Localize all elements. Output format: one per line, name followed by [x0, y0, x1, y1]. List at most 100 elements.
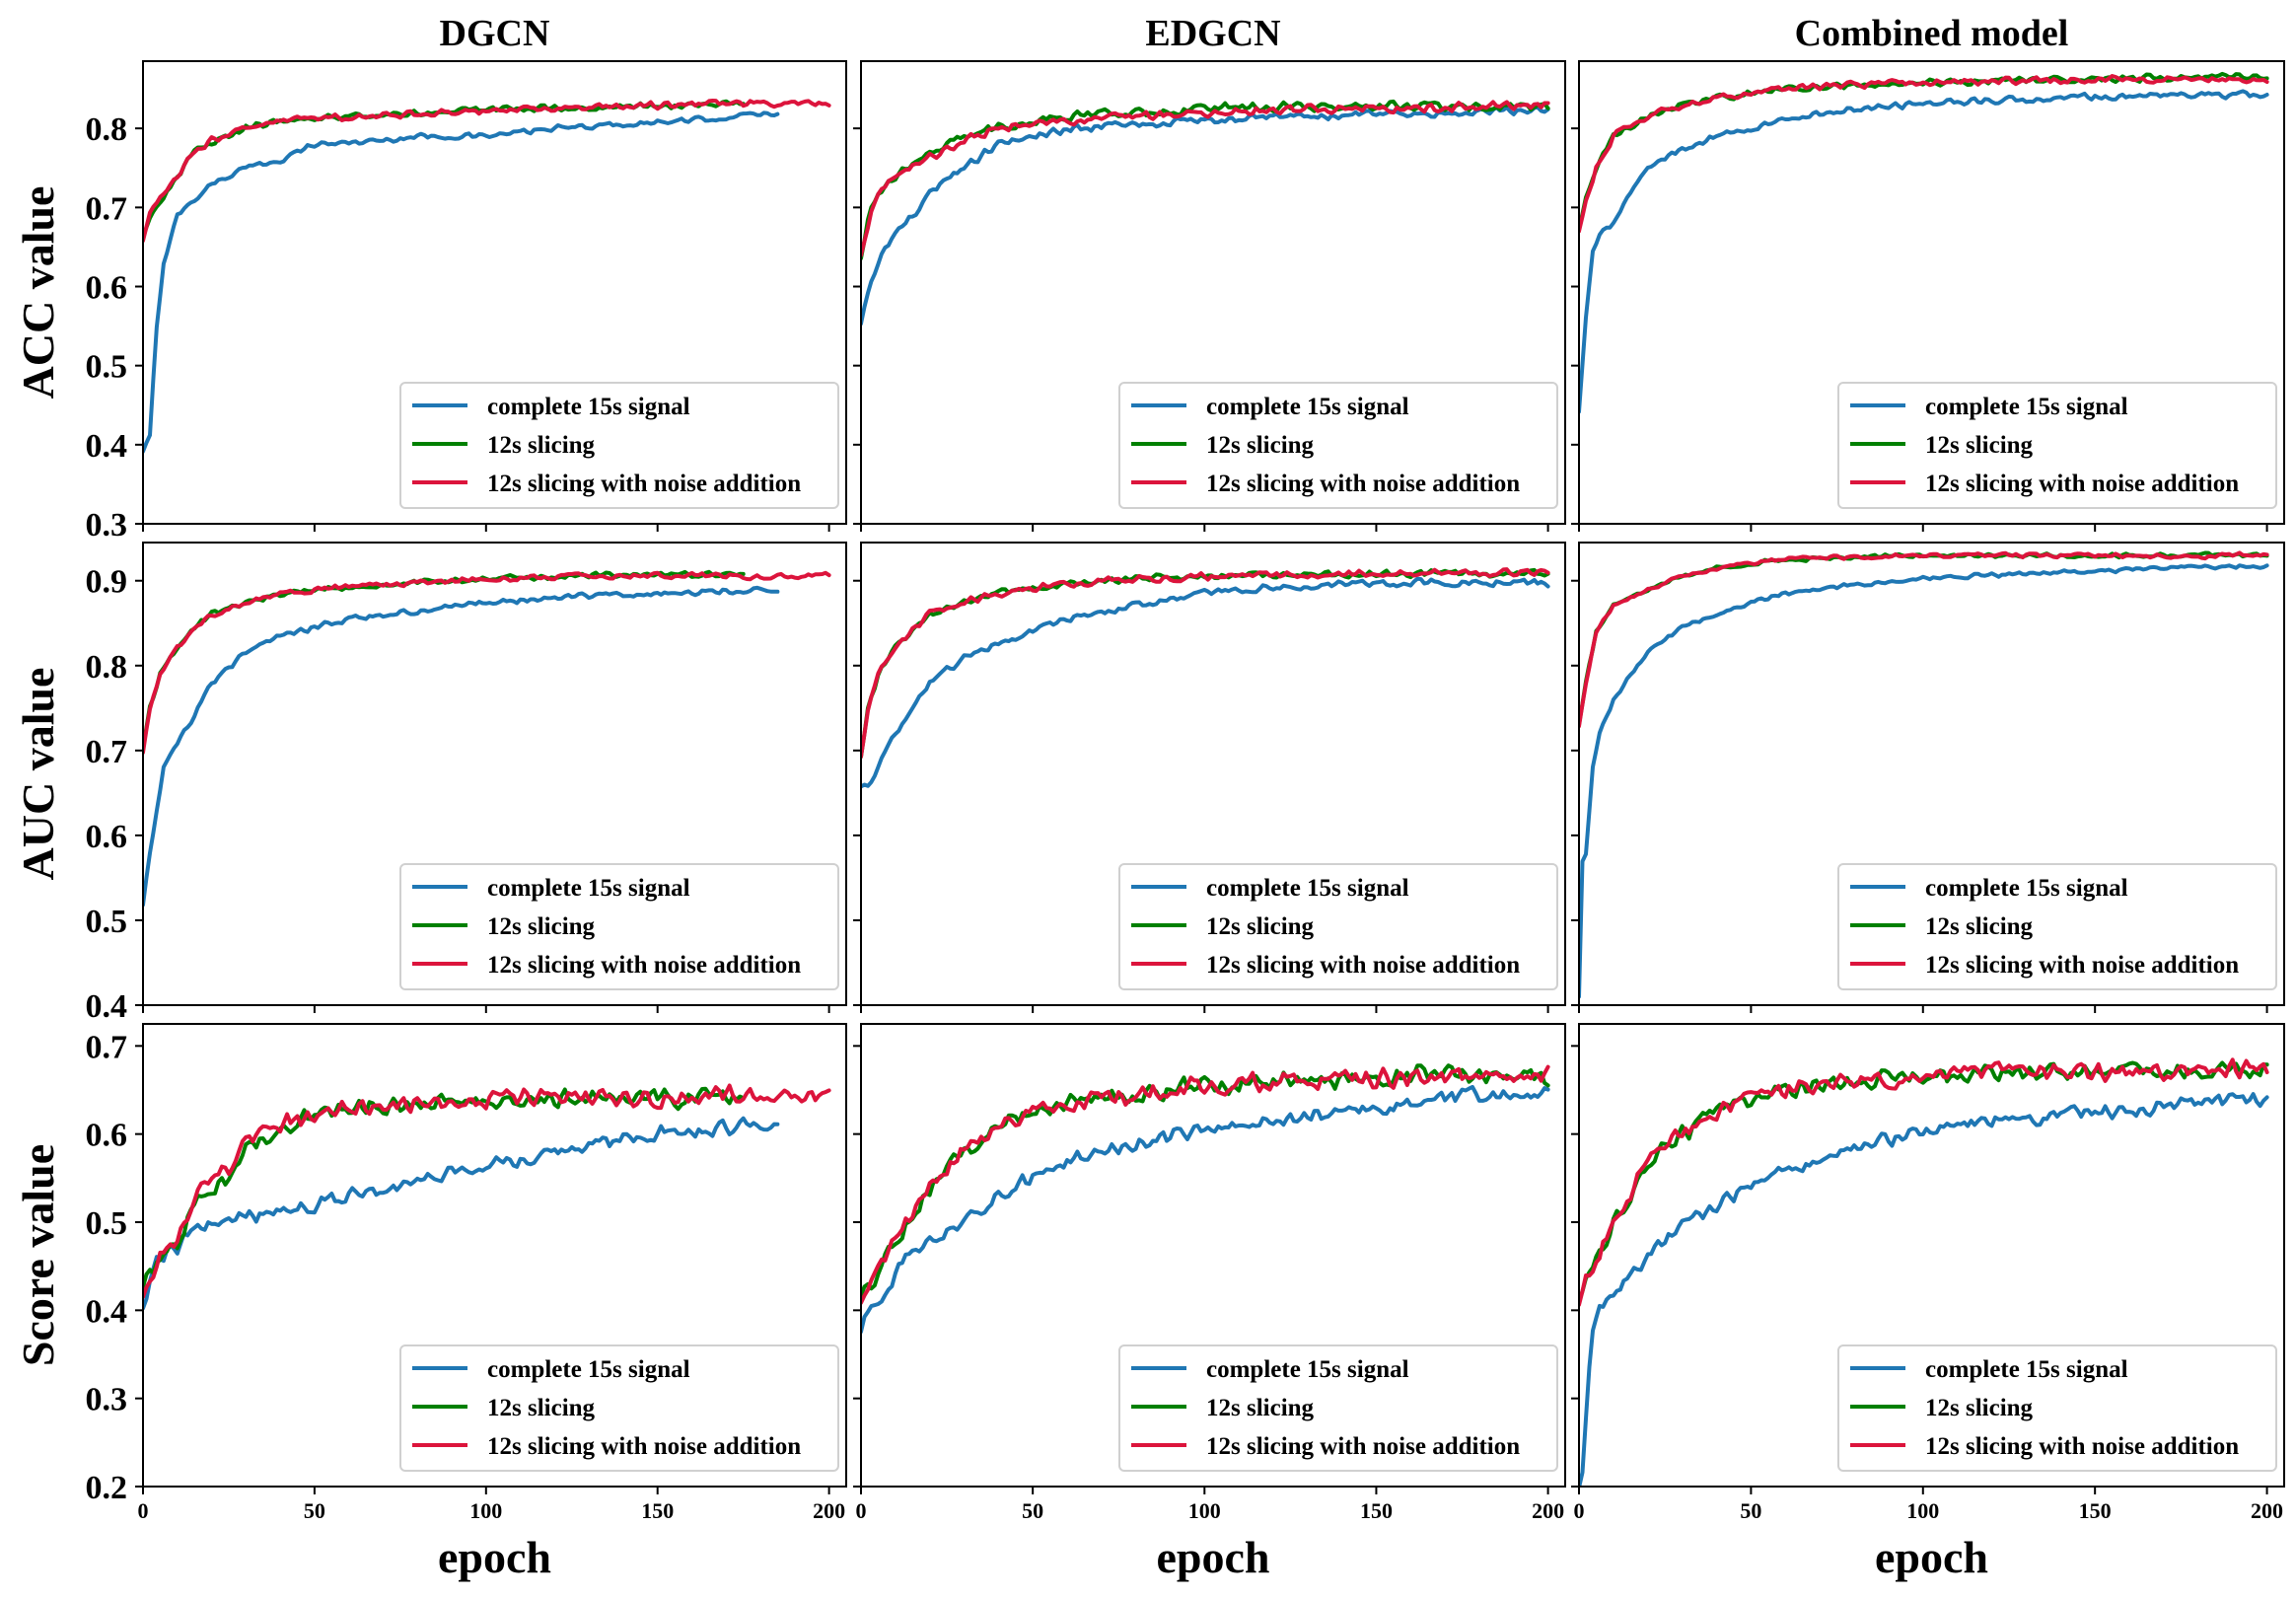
series-line-noise	[143, 99, 831, 243]
y-tick-label: 0.3	[86, 507, 128, 544]
y-tick-label: 0.7	[86, 1029, 128, 1065]
legend-label: complete 15s signal	[1206, 875, 1409, 902]
y-tick-label: 0.7	[86, 734, 128, 770]
panel-r0-c2: complete 15s signal 12s slicing 12s slicin…	[1571, 60, 2285, 532]
x-tick-label: 200	[813, 1498, 845, 1523]
legend: complete 15s signal 12s slicing 12s slicin…	[399, 382, 839, 509]
legend-label: complete 15s signal	[487, 875, 690, 902]
x-axis-label: epoch	[438, 1532, 551, 1582]
column-title-0: DGCN	[440, 13, 550, 54]
x-tick-label: 100	[1188, 1498, 1221, 1523]
series-line-slicing	[143, 569, 746, 752]
series-line-noise	[1579, 550, 2269, 729]
y-axis-label: AUC value	[13, 668, 63, 881]
panel-r2-c1: 0 50 100 150 200 complete 15s signal 12s slici…	[853, 1023, 1566, 1523]
y-tick-label: 0.3	[86, 1382, 128, 1418]
legend: complete 15s signal 12s slicing 12s slicin…	[1118, 382, 1558, 509]
plot-lines	[861, 567, 1550, 789]
x-tick-label: 150	[641, 1498, 674, 1523]
y-tick-label: 0.6	[86, 269, 128, 306]
legend: complete 15s signal 12s slicing 12s slicin…	[1118, 1344, 1558, 1472]
series-line-complete	[1579, 1092, 2269, 1487]
panel-r1-c2: complete 15s signal 12s slicing 12s slicin…	[1571, 542, 2285, 1013]
axes-frame	[142, 60, 847, 525]
y-tick-label: 0.4	[86, 1293, 128, 1330]
plot-lines	[1579, 550, 2269, 999]
legend-label: complete 15s signal	[1925, 1356, 2128, 1383]
plot-lines	[861, 1063, 1550, 1335]
y-tick-label: 0.4	[86, 988, 128, 1025]
legend-label: 12s slicing with noise addition	[1206, 952, 1520, 979]
plot-lines	[861, 99, 1550, 327]
legend-label: 12s slicing	[1925, 432, 2034, 459]
y-tick-label: 0.5	[86, 349, 128, 386]
legend-box	[399, 863, 839, 990]
series-line-slicing	[1579, 71, 2269, 232]
x-tick-label: 50	[304, 1498, 325, 1523]
legend: complete 15s signal 12s slicing 12s slicin…	[1837, 1344, 2277, 1472]
legend: complete 15s signal 12s slicing 12s slicin…	[1837, 382, 2277, 509]
y-tick-label: 0.2	[86, 1470, 128, 1506]
axes-frame	[142, 542, 847, 1006]
series-line-slicing	[861, 567, 1550, 760]
y-tick-label: 0.4	[86, 428, 128, 465]
panel-r0-c0: 0.3 0.4 0.5 0.6 0.7 0.8 complete 15s signal 12s…	[86, 60, 847, 544]
series-line-complete	[143, 585, 780, 908]
panel-r2-c2: 0 50 100 150 200 complete 15s signal 12s slici…	[1571, 1023, 2285, 1523]
x-tick-label: 150	[2079, 1498, 2112, 1523]
x-tick-label: 200	[2251, 1498, 2283, 1523]
plot-lines	[143, 99, 831, 454]
legend-box	[399, 382, 839, 509]
series-line-noise	[861, 100, 1550, 257]
series-line-noise	[143, 1083, 831, 1299]
axes-frame	[142, 1023, 847, 1488]
x-tick-label: 50	[1740, 1498, 1761, 1523]
y-tick-label: 0.5	[86, 1205, 128, 1242]
x-axis-label: epoch	[1157, 1532, 1270, 1582]
series-line-complete	[143, 1116, 780, 1311]
panel-r0-c1: complete 15s signal 12s slicing 12s slicin…	[853, 60, 1566, 532]
plot-lines	[1579, 1057, 2269, 1487]
x-axis-label: epoch	[1875, 1532, 1988, 1582]
series-line-complete	[861, 105, 1550, 327]
series-line-complete	[1579, 89, 2269, 414]
legend-label: complete 15s signal	[1925, 875, 2128, 902]
legend-label: complete 15s signal	[1925, 394, 2128, 420]
x-tick-label: 50	[1022, 1498, 1043, 1523]
axes-frame	[1578, 1023, 2285, 1488]
legend-box	[1118, 382, 1558, 509]
series-line-slicing	[861, 99, 1550, 260]
column-title-1: EDGCN	[1145, 13, 1280, 54]
legend-label: 12s slicing	[1206, 432, 1315, 459]
y-tick-label: 0.6	[86, 819, 128, 855]
legend-label: 12s slicing with noise addition	[487, 952, 801, 979]
legend-label: 12s slicing with noise addition	[487, 1433, 801, 1460]
legend-box	[1837, 863, 2277, 990]
y-tick-label: 0.9	[86, 564, 128, 601]
series-line-noise	[861, 567, 1550, 760]
axes-frame	[860, 60, 1566, 525]
legend-label: 12s slicing with noise addition	[1925, 471, 2239, 497]
legend-box	[1837, 1344, 2277, 1472]
legend-label: complete 15s signal	[1206, 1356, 1409, 1383]
legend-box	[1118, 863, 1558, 990]
legend-label: 12s slicing with noise addition	[1925, 952, 2239, 979]
legend-label: 12s slicing	[1206, 913, 1315, 940]
legend-label: 12s slicing	[487, 432, 596, 459]
y-axis-label: Score value	[13, 1144, 63, 1366]
legend-label: 12s slicing with noise addition	[1925, 1433, 2239, 1460]
panel-r1-c0: 0.4 0.5 0.6 0.7 0.8 0.9 complete 15s signal 12s…	[86, 542, 847, 1025]
legend-label: 12s slicing	[487, 913, 596, 940]
x-tick-label: 100	[469, 1498, 502, 1523]
legend-label: 12s slicing	[1925, 913, 2034, 940]
x-tick-label: 150	[1360, 1498, 1393, 1523]
series-line-complete	[861, 576, 1550, 789]
axes-frame	[860, 542, 1566, 1006]
legend-label: 12s slicing with noise addition	[1206, 1433, 1520, 1460]
series-line-slicing	[1579, 1060, 2269, 1304]
legend-label: 12s slicing	[487, 1395, 596, 1421]
column-title-2: Combined model	[1795, 13, 2069, 54]
axes-frame	[1578, 60, 2285, 525]
panel-r1-c1: complete 15s signal 12s slicing 12s slicin…	[853, 542, 1566, 1013]
